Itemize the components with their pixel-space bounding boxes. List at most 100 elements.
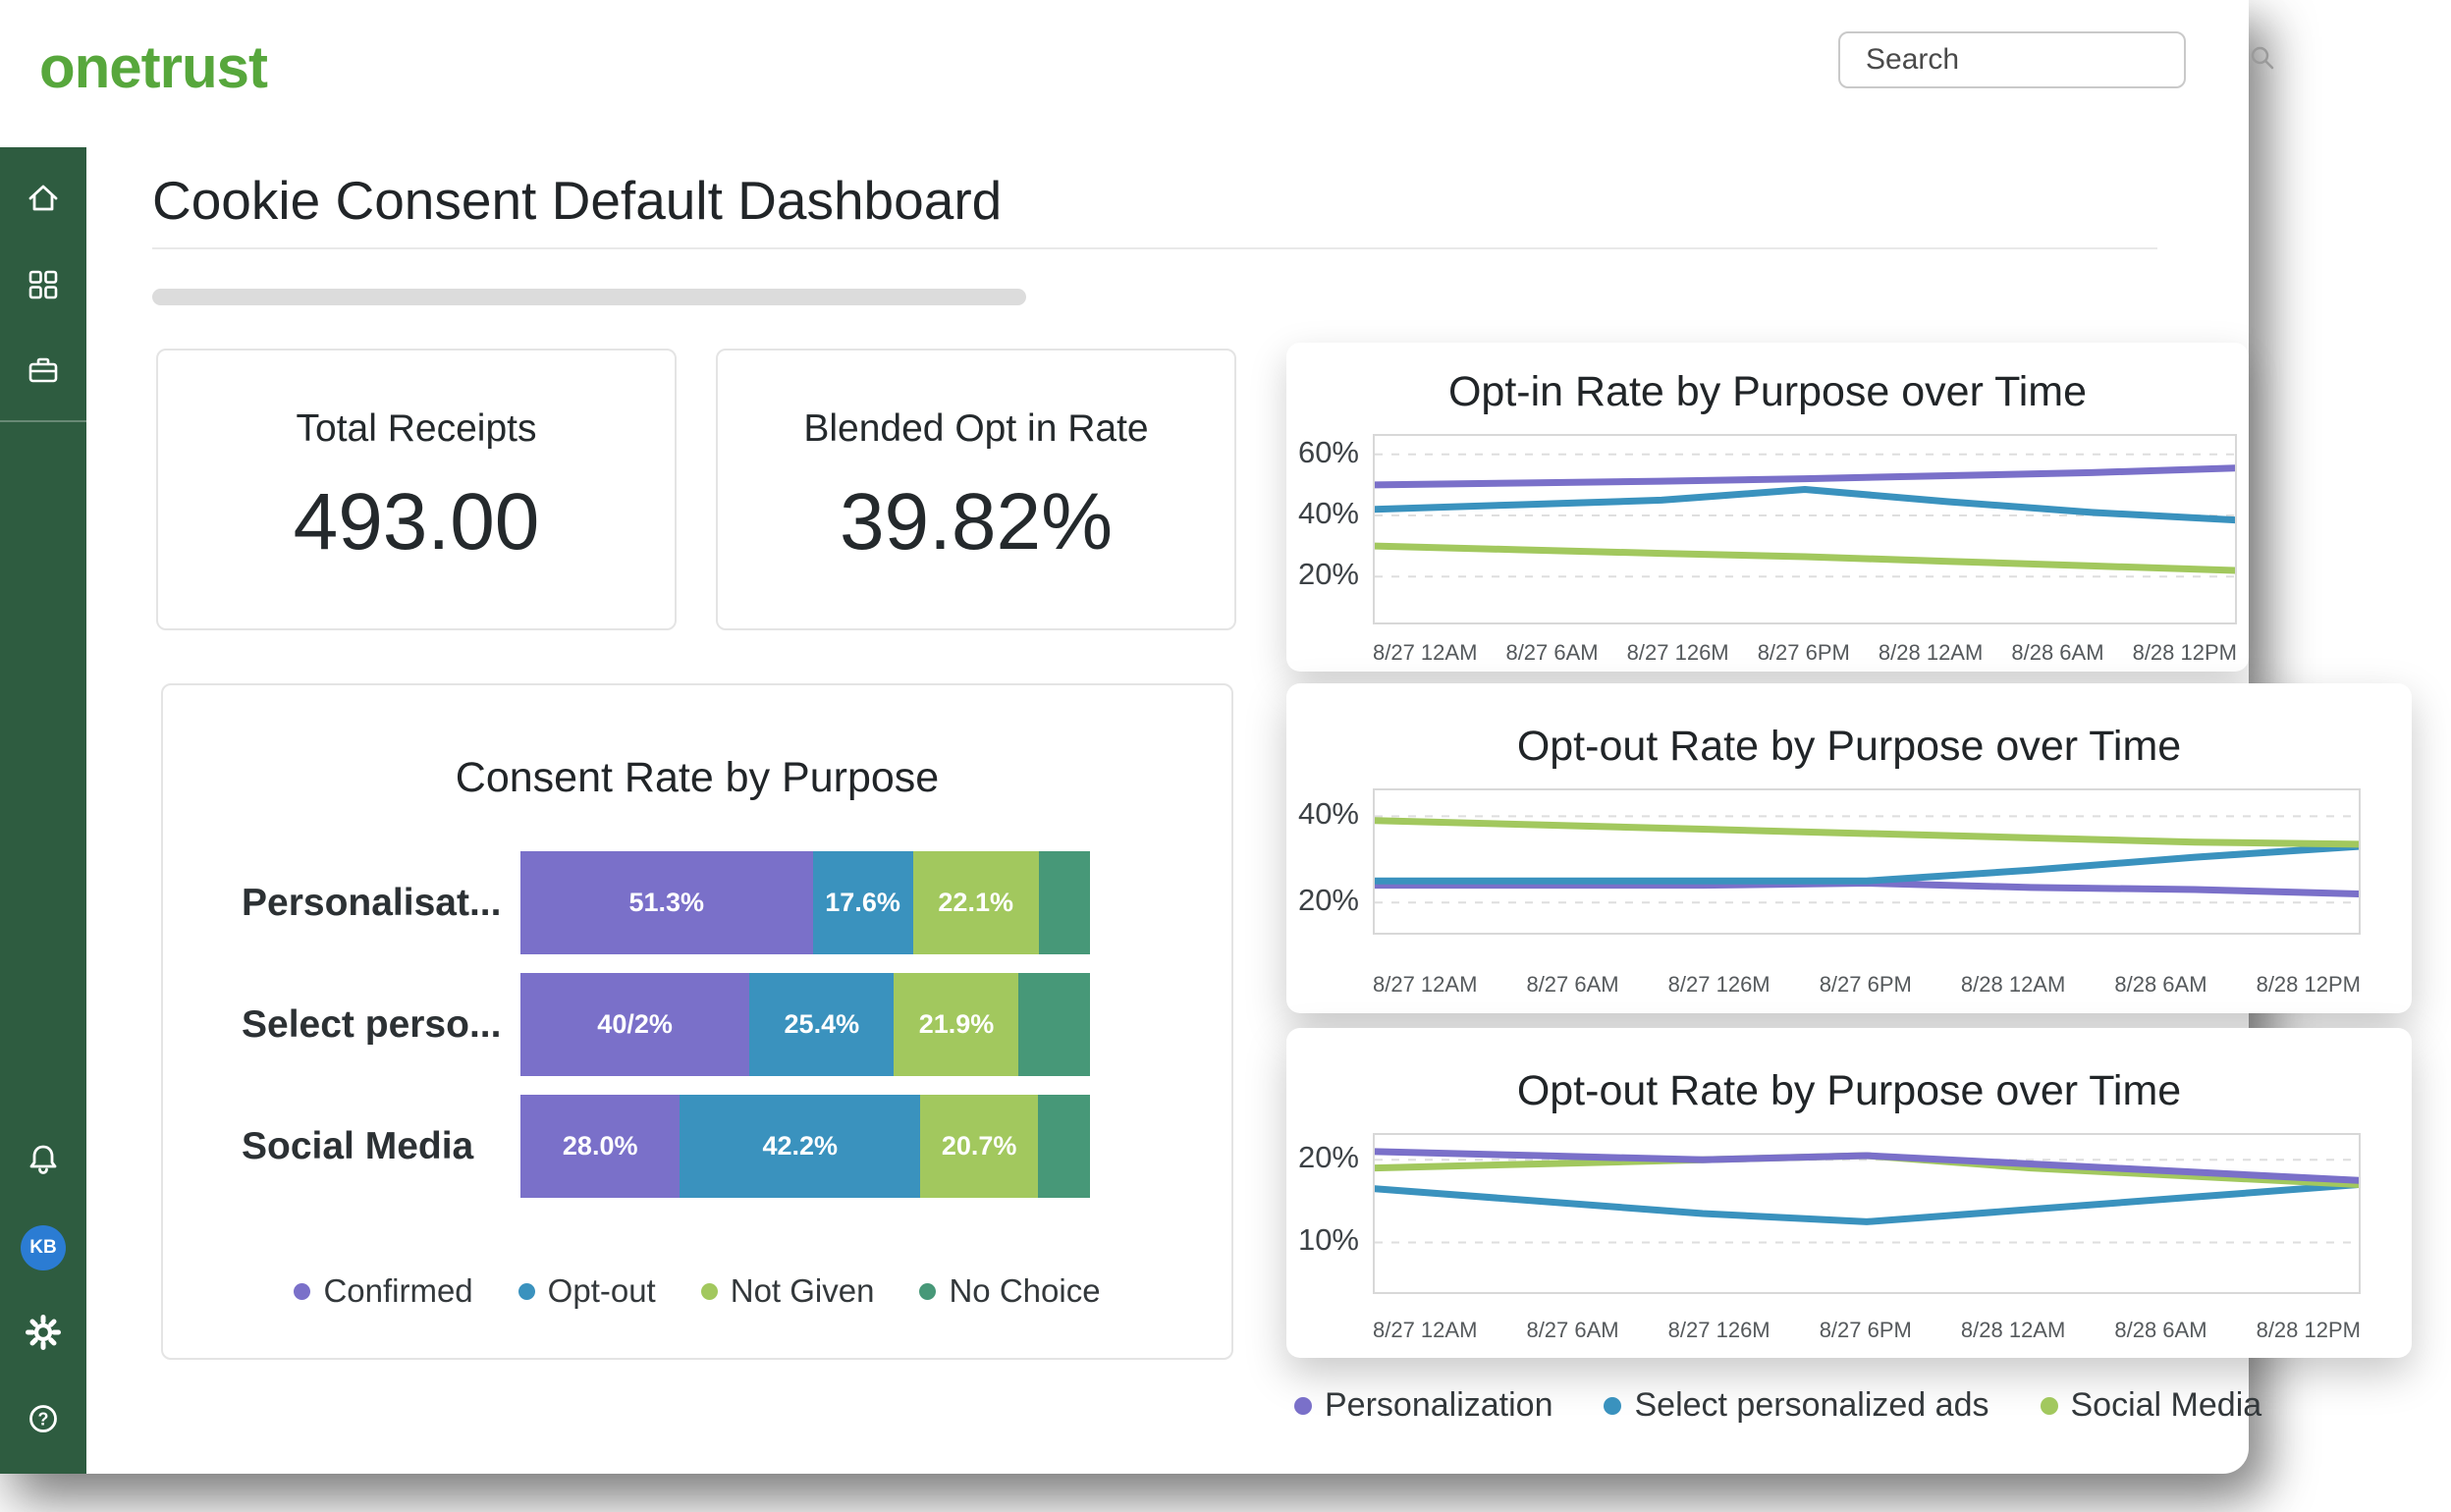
y-axis-tick: 20% <box>1297 883 1359 918</box>
bar-segment-not-given: 21.9% <box>894 973 1019 1076</box>
sidebar-item-settings[interactable] <box>0 1291 86 1377</box>
bar-segment-opt-out: 17.6% <box>812 851 913 954</box>
line-series-social-media <box>1375 542 2235 574</box>
legend-label: Social Media <box>2070 1386 2262 1424</box>
x-axis-tick: 8/27 12AM <box>1373 1318 1478 1342</box>
legend-dot-icon <box>919 1282 937 1300</box>
x-axis-tick: 8/27 6PM <box>1819 1318 1912 1342</box>
sidebar-item-home[interactable] <box>0 157 86 243</box>
line-plot-svg <box>1375 453 2235 578</box>
line-plot-svg <box>1375 1148 2359 1244</box>
kpi-card-total-receipts: Total Receipts 493.00 <box>156 349 677 630</box>
x-axis: 8/27 12AM 8/27 6AM 8/27 126M 8/27 6PM 8/28 1… <box>1373 640 2237 666</box>
legend-dot-icon <box>2040 1396 2058 1415</box>
x-axis-tick: 8/28 12PM <box>2256 972 2361 997</box>
line-series-select-personalized-ads <box>1375 842 2359 885</box>
opt-out-rate-chart-card-2: Opt-out Rate by Purpose over Time 10% 20%… <box>1286 1028 2412 1358</box>
x-axis-tick: 8/28 6AM <box>2114 1318 2207 1342</box>
consent-rate-chart-card: Consent Rate by Purpose Personalisat... 5… <box>161 683 1233 1360</box>
legend-item-personalization: Personalization <box>1294 1386 1552 1425</box>
bar-segment-confirmed: 28.0% <box>520 1095 681 1198</box>
kpi-value: 493.00 <box>293 477 540 567</box>
chart-title: Opt-in Rate by Purpose over Time <box>1447 368 2088 415</box>
opt-out-rate-chart-card-1: Opt-out Rate by Purpose over Time 20% 40%… <box>1286 683 2412 1013</box>
line-plot-svg <box>1375 815 2359 904</box>
filter-placeholder-bar <box>152 289 1026 305</box>
x-axis: 8/27 12AM 8/27 6AM 8/27 126M 8/27 6PM 8/28 1… <box>1373 1318 2361 1343</box>
line-series-select-personalized-ads <box>1375 1181 2359 1225</box>
bar-track: 40/2% 25.4% 21.9% <box>520 973 1090 1076</box>
legend-label: Personalization <box>1325 1386 1553 1424</box>
x-axis-tick: 8/27 6PM <box>1757 640 1850 665</box>
chart-title: Consent Rate by Purpose <box>455 754 940 801</box>
y-axis: 10% 20% <box>1286 1133 1373 1290</box>
search-input[interactable] <box>1864 42 2247 78</box>
x-axis-tick: 8/27 6AM <box>1526 972 1619 997</box>
bar-category-label: Select perso... <box>242 1002 502 1046</box>
bar-segment-confirmed: 40/2% <box>520 973 750 1076</box>
line-legend: Personalization Select personalized ads So… <box>1294 1386 2261 1425</box>
legend-dot-icon <box>1604 1396 1622 1415</box>
legend-label: Confirmed <box>323 1272 473 1309</box>
chart-title: Opt-out Rate by Purpose over Time <box>1516 1067 2182 1114</box>
help-icon: ? <box>24 1399 63 1443</box>
bar-segment-not-given: 22.1% <box>912 851 1039 954</box>
grid-icon <box>24 265 63 309</box>
chart-title: Opt-out Rate by Purpose over Time <box>1516 723 2182 770</box>
svg-text:?: ? <box>38 1409 49 1429</box>
line-plot <box>1373 434 2237 624</box>
y-axis-tick: 20% <box>1297 557 1359 592</box>
bar-category-label: Social Media <box>242 1124 474 1167</box>
x-axis-tick: 8/28 12AM <box>1960 1318 2066 1342</box>
y-axis: 20% 40% 60% <box>1286 434 1373 621</box>
x-axis-tick: 8/28 12AM <box>1878 640 1984 665</box>
sidebar-item-apps[interactable] <box>0 243 86 330</box>
legend-dot-icon <box>700 1282 718 1300</box>
bar-segment-no-choice <box>1038 851 1090 954</box>
kpi-value: 39.82% <box>839 477 1114 567</box>
chart-area: 10% 20% 8/27 12AM 8/27 6AM 8/27 126M 8/27 6P… <box>1286 1133 2412 1343</box>
bar-track: 51.3% 17.6% 22.1% <box>520 851 1090 954</box>
x-axis-tick: 8/27 126M <box>1667 972 1770 997</box>
legend-item-confirmed: Confirmed <box>294 1272 473 1310</box>
bar-segment-no-choice <box>1038 1095 1090 1198</box>
consent-bar-rows: Personalisat... 51.3% 17.6% 22.1% Select per… <box>163 851 1231 1198</box>
bar-segment-opt-out: 25.4% <box>749 973 895 1076</box>
kpi-label: Total Receipts <box>296 407 537 450</box>
home-icon <box>24 179 63 223</box>
search-box[interactable] <box>1838 31 2274 88</box>
x-axis: 8/27 12AM 8/27 6AM 8/27 126M 8/27 6PM 8/28 1… <box>1373 972 2361 998</box>
legend-dot-icon <box>1294 1396 1312 1415</box>
line-series-personalization <box>1375 1148 2359 1184</box>
x-axis-tick: 8/28 6AM <box>2011 640 2104 665</box>
chart-area: 20% 40% 8/27 12AM 8/27 6AM 8/27 126M 8/27 6P… <box>1286 788 2412 998</box>
search-icon[interactable] <box>2247 42 2278 79</box>
chart-area: 20% 40% 60% 8/27 12AM 8/27 6AM 8/27 126M 8/27… <box>1286 434 2249 666</box>
bar-segment-not-given: 20.7% <box>920 1095 1039 1198</box>
bar-segment-confirmed: 51.3% <box>520 851 813 954</box>
bar-row-select-perso-: Select perso... 40/2% 25.4% 21.9% <box>163 973 1231 1076</box>
legend-item-opt-out: Opt-out <box>517 1272 656 1310</box>
x-axis-tick: 8/28 12AM <box>1960 972 2066 997</box>
line-series-personalization <box>1375 879 2359 897</box>
kpi-card-blended-opt-in-rate: Blended Opt in Rate 39.82% <box>716 349 1236 630</box>
legend-label: Opt-out <box>547 1272 656 1309</box>
line-series-social-media <box>1375 817 2359 848</box>
legend-item-no-choice: No Choice <box>919 1272 1101 1310</box>
y-axis-tick: 10% <box>1297 1222 1359 1258</box>
sidebar-item-workspace[interactable] <box>0 330 86 416</box>
sidebar-item-help[interactable]: ? <box>0 1377 86 1464</box>
x-axis-tick: 8/27 6AM <box>1505 640 1599 665</box>
bar-segment-no-choice <box>1018 973 1090 1076</box>
legend-label: Not Given <box>730 1272 875 1309</box>
sidebar-item-notifications[interactable] <box>0 1118 86 1205</box>
sidebar-user-avatar[interactable]: KB <box>0 1205 86 1291</box>
line-series-personalization <box>1375 464 2235 489</box>
line-plot <box>1373 1133 2361 1294</box>
legend-dot-icon <box>294 1282 311 1300</box>
sidebar-divider <box>0 420 86 422</box>
sidebar-nav: KB <box>0 147 86 1474</box>
legend-item-select-personalized-ads: Select personalized ads <box>1604 1386 1989 1425</box>
gear-icon <box>24 1313 63 1357</box>
x-axis-tick: 8/27 126M <box>1626 640 1729 665</box>
